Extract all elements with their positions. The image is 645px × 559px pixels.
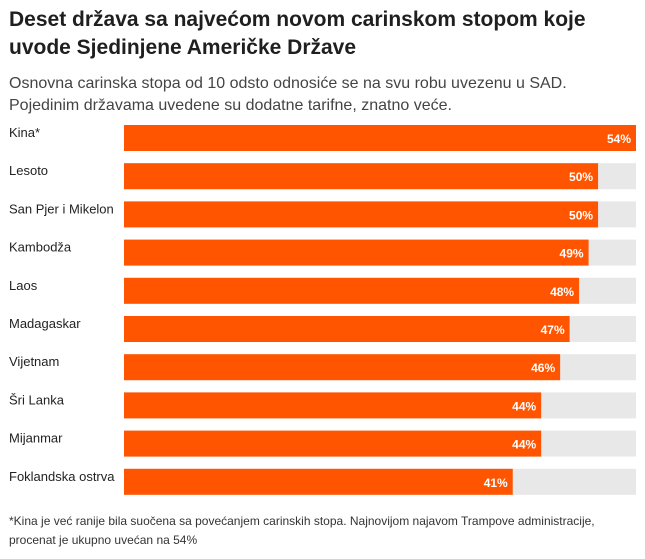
- bar: [124, 277, 580, 304]
- value-label: 44%: [512, 399, 536, 413]
- value-label: 50%: [569, 208, 593, 222]
- bar-chart: Kina* 54% Lesoto 50% San Pjer i Mikelon 50% Ka…: [9, 125, 636, 495]
- value-label: 47%: [541, 323, 565, 337]
- bar: [124, 354, 561, 381]
- category-label: Lesoto: [9, 163, 48, 178]
- category-label: Laos: [9, 278, 38, 293]
- value-label: 54%: [607, 132, 631, 146]
- value-label: 44%: [512, 438, 536, 452]
- bar: [124, 316, 570, 342]
- bar: [124, 430, 542, 457]
- bar: [124, 239, 589, 266]
- category-label: Foklandska ostrva: [9, 469, 115, 484]
- category-label: Vijetnam: [9, 354, 59, 369]
- value-label: 41%: [484, 476, 508, 490]
- value-label: 49%: [560, 247, 584, 261]
- category-label: Kambodža: [9, 240, 72, 255]
- chart-title: Deset država sa najvećom novom carinskom…: [9, 8, 586, 59]
- bar: [124, 201, 599, 228]
- value-label: 46%: [531, 361, 555, 375]
- bar: [124, 392, 542, 419]
- chart-subtitle: Osnovna carinska stopa od 10 odsto odnos…: [9, 75, 567, 114]
- category-label: Kina*: [9, 125, 40, 140]
- value-label: 50%: [569, 170, 593, 184]
- bar: [124, 163, 599, 190]
- bar: [124, 125, 636, 151]
- bar: [124, 468, 513, 495]
- category-label: Mijanmar: [9, 431, 63, 446]
- value-label: 48%: [550, 285, 574, 299]
- category-label: Madagaskar: [9, 316, 81, 331]
- footnote: *Kina je već ranije bila suočena sa pove…: [9, 514, 595, 547]
- category-label: Šri Lanka: [9, 392, 65, 407]
- category-label: San Pjer i Mikelon: [9, 201, 114, 216]
